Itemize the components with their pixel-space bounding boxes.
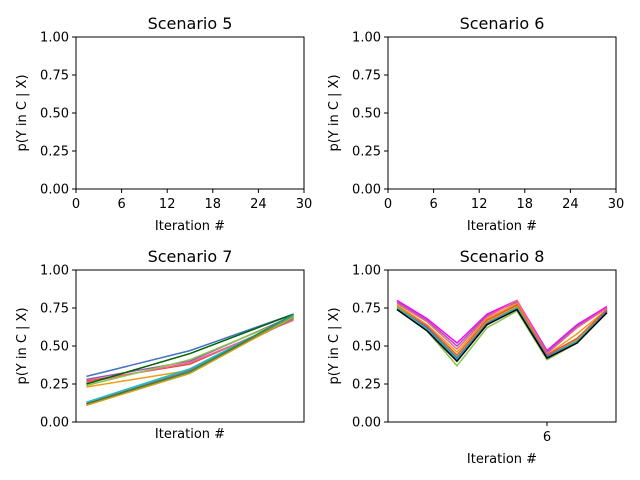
y-tick-label: 0.50 [352,340,381,355]
x-axis-label: Iteration # [155,219,225,234]
axes-frame [387,36,617,190]
x-axis-label: Iteration # [155,427,225,442]
y-axis-label: p(Y in C | X) [15,74,30,151]
series-line-5 [86,313,294,385]
x-tick-label: 6 [429,197,437,212]
series-line-3 [396,299,608,355]
y-tick-label: 0.50 [352,107,381,122]
x-tick-label: 12 [159,197,176,212]
y-tick-label: 1.00 [352,264,381,279]
chart-title: Scenario 6 [460,14,545,33]
y-tick-label: 0.50 [40,107,69,122]
chart-title: Scenario 5 [148,14,233,33]
y-tick-label: 1.00 [40,264,69,279]
y-tick-label: 0.25 [40,378,69,393]
x-tick-label: 18 [205,197,222,212]
y-tick-label: 1.00 [40,31,69,46]
x-tick-label: 24 [562,197,579,212]
subplot-1: 0.00 0.25 0.50 0.75 1.00 0 6 12 18 24 30 Scenario 5… [15,14,312,234]
y-tick-label: 0.50 [40,340,69,355]
y-axis-label: p(Y in C | X) [15,307,30,384]
y-tick-label: 0.25 [40,145,69,160]
axes-frame [75,36,305,190]
x-tick-label: 6 [117,197,125,212]
y-axis-label: p(Y in C | X) [327,74,342,151]
subplot-3: 0.00 0.25 0.50 0.75 1.00 Scenario 7 Iteration … [15,247,305,442]
y-tick-label: 1.00 [352,31,381,46]
subplot-4: 0.00 0.25 0.50 0.75 1.00 6 Scenario 8 Iteration… [327,247,617,467]
axes-frame [387,269,617,423]
y-tick-label: 0.00 [352,183,381,198]
y-tick-label: 0.00 [40,416,69,431]
x-tick-label: 30 [608,197,625,212]
y-axis-label: p(Y in C | X) [327,307,342,384]
y-tick-label: 0.00 [40,183,69,198]
series-line-5 [396,304,608,357]
chart-title: Scenario 7 [148,247,233,266]
x-tick-label: 18 [517,197,534,212]
axes-frame [75,269,305,423]
x-axis-label: Iteration # [467,219,537,234]
y-tick-label: 0.75 [40,302,69,317]
x-tick-label: 24 [250,197,267,212]
series-line-1 [86,313,294,378]
subplot-2: 0.00 0.25 0.50 0.75 1.00 0 6 12 18 24 30 Scenario 6… [327,14,624,234]
series-line-4 [396,302,608,357]
y-tick-label: 0.75 [352,302,381,317]
chart-title: Scenario 8 [460,247,545,266]
x-tick-label: 12 [471,197,488,212]
x-axis-label: Iteration # [467,452,537,467]
x-tick-label: 30 [296,197,313,212]
y-tick-label: 0.75 [40,69,69,84]
x-tick-label: 6 [543,430,551,445]
y-tick-label: 0.00 [352,416,381,431]
series-line-10 [396,308,608,363]
series-line-12 [86,316,294,407]
series-line-8 [396,306,608,361]
series-line-1 [396,299,608,352]
y-tick-label: 0.75 [352,69,381,84]
y-tick-label: 0.25 [352,378,381,393]
x-tick-label: 0 [72,197,80,212]
series-line-9 [396,308,608,367]
series-line-6 [86,316,294,387]
y-tick-label: 0.25 [352,145,381,160]
x-tick-label: 0 [384,197,392,212]
